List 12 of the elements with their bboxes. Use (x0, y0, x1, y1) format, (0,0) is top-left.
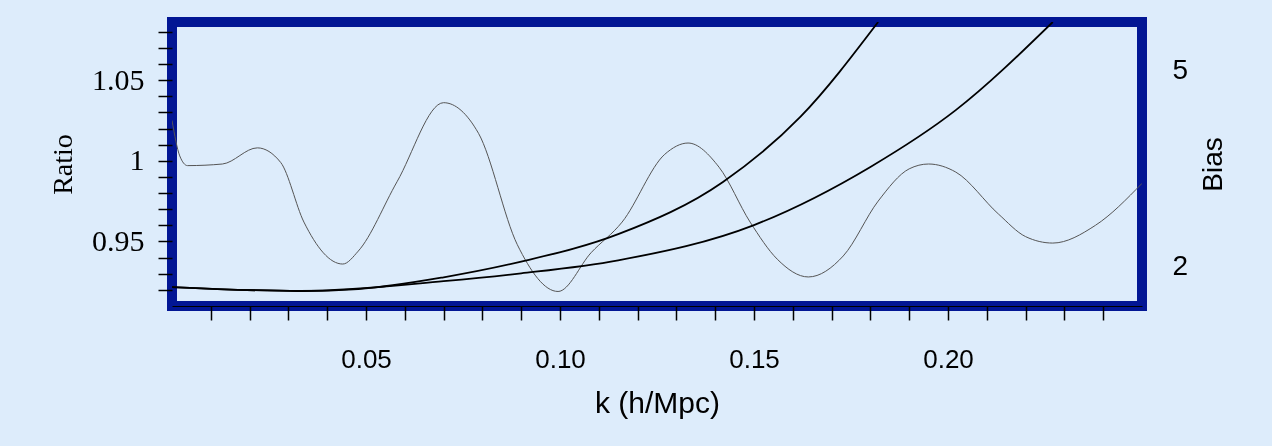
x-axis-title: k (h/Mpc) (594, 385, 721, 419)
x-tick-label: 0.20 (923, 343, 974, 374)
y-tick-label: 1.05 (92, 62, 145, 96)
y-tick-label: 0.95 (92, 223, 145, 257)
x-tick-label: 0.10 (535, 343, 586, 374)
y-tick-label: 1 (129, 143, 145, 177)
x-tick-label: 0.15 (729, 343, 780, 374)
y2-tick-label: 5 (1172, 54, 1189, 86)
x-tick-label: 0.05 (341, 343, 392, 374)
y2-tick-label: 2 (1172, 250, 1189, 282)
y-axis-title: Ratio (47, 134, 78, 195)
y2-axis-title: Bias (1197, 137, 1229, 192)
